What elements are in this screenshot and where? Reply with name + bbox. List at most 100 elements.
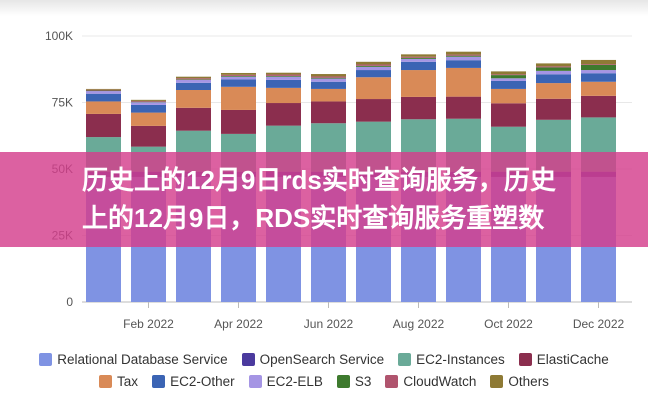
y-tick-label: 100K bbox=[45, 29, 73, 43]
banner-line-2: 上的12月9日，RDS实时查询服务重塑数 bbox=[82, 203, 545, 233]
bar-segment-elasticache bbox=[131, 125, 166, 147]
bar-segment-cloudwatch bbox=[491, 74, 526, 76]
bar-segment-ec2-other bbox=[581, 73, 616, 82]
legend-swatch bbox=[385, 375, 399, 388]
bar-segment-ec2-elb bbox=[131, 102, 166, 105]
legend-item[interactable]: ElastiCache bbox=[518, 352, 609, 367]
bar-segment-ec2-other bbox=[536, 74, 571, 84]
bar-segment-tax bbox=[176, 89, 211, 108]
bar-segment-elasticache bbox=[221, 109, 256, 134]
legend-item[interactable]: Tax bbox=[99, 374, 138, 389]
bar-segment-cloudwatch bbox=[536, 66, 571, 68]
bar-segment-elasticache bbox=[581, 95, 616, 118]
top-fade bbox=[0, 0, 648, 16]
bar-segment-ec2-elb bbox=[446, 56, 481, 61]
bar-segment-ec2-elb bbox=[221, 76, 256, 80]
bar-segment-elasticache bbox=[176, 107, 211, 131]
bar-segment-elasticache bbox=[536, 98, 571, 120]
bar-segment-cloudwatch bbox=[221, 74, 256, 76]
bar-segment-elasticache bbox=[86, 113, 121, 138]
bar-segment-ec2-other bbox=[266, 79, 301, 88]
bar-segment-ec2-other bbox=[491, 80, 526, 89]
bar-segment-tax bbox=[401, 70, 436, 97]
bar-segment-ec2-elb bbox=[266, 76, 301, 80]
bar-segment-ec2-elb bbox=[176, 79, 211, 83]
bar-segment-cloudwatch bbox=[131, 100, 166, 102]
bar-segment-cloudwatch bbox=[266, 74, 301, 76]
legend-swatch bbox=[248, 375, 262, 388]
legend-item[interactable]: OpenSearch Service bbox=[241, 352, 385, 367]
bar-segment-tax bbox=[491, 88, 526, 104]
bar-segment-ec2-other bbox=[176, 82, 211, 90]
bar-segment-s3 bbox=[311, 77, 346, 79]
bar-segment-ec2-elb bbox=[311, 78, 346, 82]
bar-segment-others bbox=[221, 72, 256, 75]
legend-label: Others bbox=[508, 374, 549, 389]
title-banner: 历史上的12月9日rds实时查询服务，历史 上的12月9日，RDS实时查询服务重… bbox=[0, 152, 648, 247]
y-tick-label: 0 bbox=[66, 295, 73, 309]
legend-item[interactable]: EC2-Instances bbox=[398, 352, 505, 367]
legend-item[interactable]: Others bbox=[490, 374, 549, 389]
bar-segment-others bbox=[311, 74, 346, 77]
bar-segment-s3 bbox=[401, 57, 436, 59]
legend-swatch bbox=[99, 375, 113, 388]
legend-label: Tax bbox=[117, 374, 139, 389]
legend-label: S3 bbox=[354, 374, 372, 389]
bar-segment-s3 bbox=[356, 65, 391, 67]
legend-item[interactable]: EC2-Other bbox=[152, 374, 235, 389]
legend-swatch bbox=[398, 353, 412, 366]
legend-swatch bbox=[490, 375, 504, 388]
bar-segment-cloudwatch bbox=[401, 56, 436, 58]
bar-segment-ec2-other bbox=[221, 79, 256, 87]
x-tick-label: Dec 2022 bbox=[573, 317, 625, 331]
bar-segment-ec2-elb bbox=[491, 78, 526, 81]
legend-label: Relational Database Service bbox=[57, 352, 228, 367]
bar-segment-ec2-other bbox=[131, 104, 166, 113]
bar-segment-ec2-other bbox=[446, 60, 481, 68]
bar-segment-others bbox=[491, 71, 526, 75]
bar-segment-tax bbox=[581, 81, 616, 96]
legend-row-1: Relational Database Service OpenSearch Se… bbox=[0, 352, 648, 367]
x-tick-label: Jun 2022 bbox=[304, 317, 354, 331]
bar-segment-others bbox=[536, 63, 571, 67]
bar-segment-s3 bbox=[131, 101, 166, 103]
legend-label: ElastiCache bbox=[536, 352, 609, 367]
bar-segment-cloudwatch bbox=[581, 64, 616, 65]
legend-label: CloudWatch bbox=[403, 374, 477, 389]
banner-line-1: 历史上的12月9日rds实时查询服务，历史 bbox=[82, 165, 556, 195]
bar-segment-others bbox=[446, 51, 481, 55]
bar-segment-tax bbox=[446, 67, 481, 97]
bar-segment-ec2-elb bbox=[401, 58, 436, 62]
bar-segment-s3 bbox=[446, 55, 481, 57]
bar-segment-elasticache bbox=[311, 101, 346, 124]
bar-segment-others bbox=[266, 72, 301, 75]
legend-row-2: Tax EC2-Other EC2-ELB S3 CloudWatch Others bbox=[0, 374, 648, 389]
bar-segment-s3 bbox=[221, 75, 256, 77]
bar-segment-cloudwatch bbox=[176, 78, 211, 80]
legend-swatch bbox=[241, 353, 255, 366]
bar-segment-tax bbox=[536, 83, 571, 99]
legend-item[interactable]: EC2-ELB bbox=[248, 374, 323, 389]
legend-label: EC2-ELB bbox=[266, 374, 323, 389]
legend-item[interactable]: S3 bbox=[336, 374, 372, 389]
legend-item[interactable]: Relational Database Service bbox=[39, 352, 228, 367]
bar-segment-others bbox=[356, 61, 391, 65]
bar-segment-others bbox=[131, 99, 166, 101]
legend-item[interactable]: CloudWatch bbox=[385, 374, 476, 389]
bar-segment-elasticache bbox=[356, 99, 391, 122]
x-tick-label: Aug 2022 bbox=[393, 317, 445, 331]
bar-segment-cloudwatch bbox=[311, 76, 346, 78]
bar-segment-s3 bbox=[491, 75, 526, 79]
x-tick-label: Feb 2022 bbox=[123, 317, 174, 331]
bar-segment-ec2-elb bbox=[356, 66, 391, 71]
bar-segment-elasticache bbox=[266, 103, 301, 126]
legend-swatch bbox=[336, 375, 350, 388]
x-tick-label: Oct 2022 bbox=[484, 317, 533, 331]
bar-segment-ec2-elb bbox=[581, 70, 616, 74]
legend-label: OpenSearch Service bbox=[259, 352, 385, 367]
bar-segment-cloudwatch bbox=[356, 64, 391, 66]
bar-segment-tax bbox=[311, 88, 346, 102]
bar-segment-elasticache bbox=[446, 96, 481, 119]
bar-segment-s3 bbox=[176, 79, 211, 80]
bar-segment-tax bbox=[131, 112, 166, 126]
